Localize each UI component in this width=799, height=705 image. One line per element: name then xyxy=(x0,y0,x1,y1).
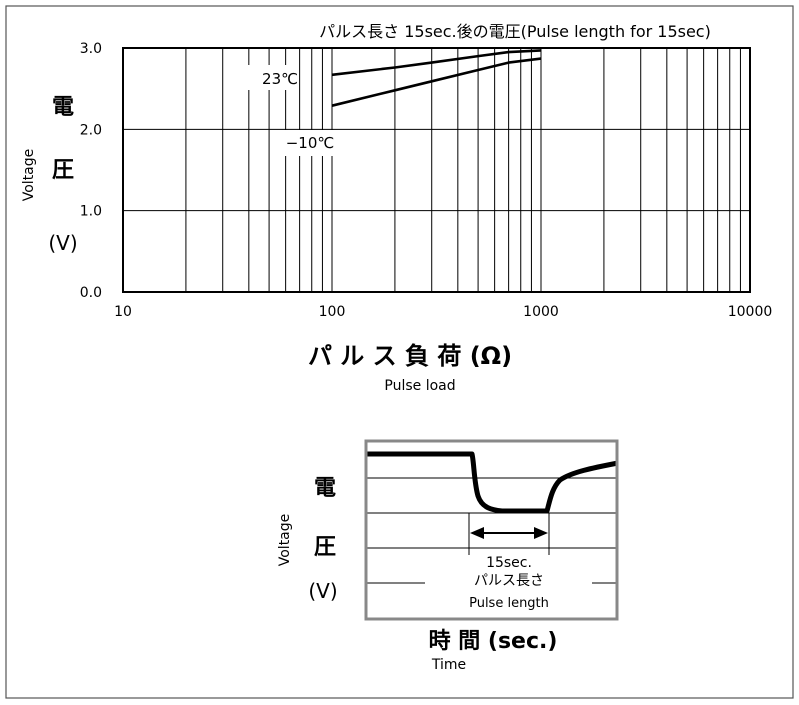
series-label-minus10c: −10℃ xyxy=(286,134,335,152)
top-ylabel-char-2: 圧 xyxy=(52,158,74,183)
top-x-tick-labels: 10 100 1000 10000 xyxy=(114,304,772,320)
top-y-tick-label: 0.0 xyxy=(80,285,102,301)
series-line-23c xyxy=(331,49,542,77)
top-chart-title: パルス長さ 15sec.後の電圧(Pulse length for 15sec) xyxy=(319,22,711,41)
series-label-23c: 23℃ xyxy=(262,70,298,88)
voltage-pulse-curve xyxy=(366,451,619,514)
top-chart: パルス長さ 15sec.後の電圧(Pulse length for 15sec)… xyxy=(21,22,772,394)
top-x-tick-label: 10 xyxy=(114,304,132,320)
top-xlabel-en: Pulse load xyxy=(384,378,455,394)
top-x-tick-label: 1000 xyxy=(523,304,559,320)
top-ylabel-char-1: 電 xyxy=(52,95,74,120)
annotation-15sec: 15sec. xyxy=(486,555,532,571)
top-series-group xyxy=(331,49,542,107)
bottom-plot-border xyxy=(364,439,619,621)
bottom-ylabel-char-3: (V) xyxy=(308,579,337,603)
bottom-chart: 15sec. パルス長さ Pulse length 電 圧 (V) Voltag… xyxy=(277,439,619,673)
top-xlabel: パ ル ス 負 荷 (Ω) xyxy=(308,342,512,370)
label-bg-23c xyxy=(246,65,296,90)
bottom-xlabel-en: Time xyxy=(431,657,466,673)
arrow-head-right xyxy=(534,527,548,539)
bottom-ylabel-char-1: 電 xyxy=(314,476,336,501)
top-chart-grid xyxy=(123,48,750,292)
label-bg-minus10c xyxy=(272,130,348,156)
figure-frame xyxy=(5,5,794,699)
arrow-head-left xyxy=(470,527,484,539)
annotation-pulse-length-en: Pulse length xyxy=(469,596,549,611)
top-x-tick-label: 100 xyxy=(319,304,346,320)
series-line-minus10c xyxy=(331,57,542,107)
top-y-tick-label: 2.0 xyxy=(80,122,102,138)
top-y-tick-label: 1.0 xyxy=(80,204,102,220)
bottom-xlabel: 時 間 (sec.) xyxy=(429,629,558,654)
annotation-pulse-length-jp: パルス長さ xyxy=(474,573,544,589)
bottom-ylabel-en: Voltage xyxy=(277,514,293,567)
top-ylabel-en: Voltage xyxy=(21,149,37,202)
top-plot-border xyxy=(122,47,751,293)
bottom-ylabel-char-2: 圧 xyxy=(314,535,336,560)
top-x-tick-label: 10000 xyxy=(728,304,773,320)
top-y-tick-label: 3.0 xyxy=(80,41,102,57)
top-ylabel-char-3: (V) xyxy=(48,231,77,255)
top-y-tick-labels: 3.0 2.0 1.0 0.0 xyxy=(80,41,102,301)
